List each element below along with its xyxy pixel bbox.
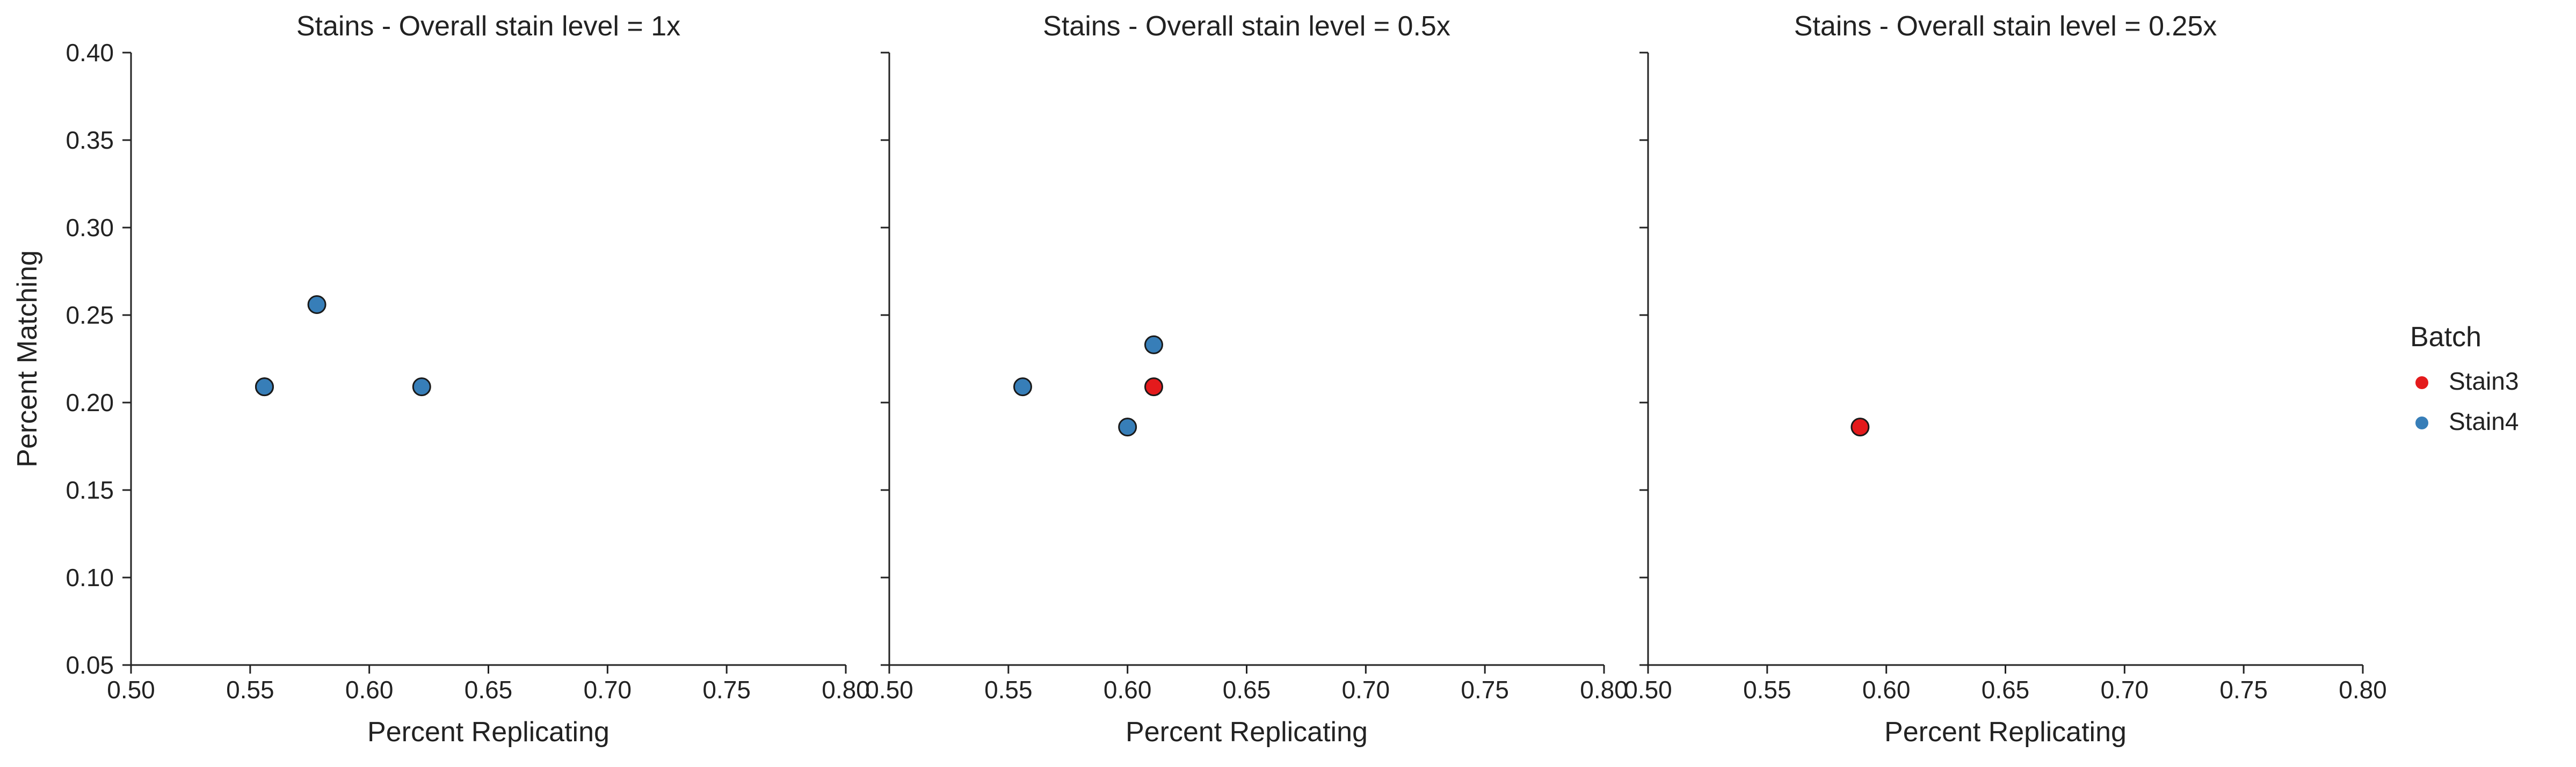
x-axis-label: Percent Replicating	[367, 717, 609, 748]
legend-marker-stain3	[2415, 376, 2428, 389]
x-tick-label: 0.60	[1862, 676, 1911, 704]
x-axis-label: Percent Replicating	[1884, 717, 2127, 748]
x-tick-label: 0.80	[1580, 676, 1628, 704]
x-axis-label: Percent Replicating	[1126, 717, 1368, 748]
x-tick-label: 0.70	[1342, 676, 1390, 704]
y-tick-label: 0.30	[66, 214, 114, 242]
x-tick-label: 0.65	[1982, 676, 2030, 704]
x-tick-label: 0.60	[345, 676, 394, 704]
x-tick-label: 0.55	[226, 676, 274, 704]
data-point-stain4	[1144, 335, 1163, 354]
facet-panel-3: Stains - Overall stain level = 0.25x 0.50…	[1624, 11, 2387, 748]
y-tick-label: 0.35	[66, 126, 114, 154]
data-point-stain4	[1013, 377, 1032, 397]
y-tick-label: 0.20	[66, 389, 114, 417]
legend-marker-stain4	[2415, 417, 2428, 429]
x-tick-label: 0.70	[584, 676, 632, 704]
data-point-stain4	[412, 377, 431, 397]
facet-panel-1: Stains - Overall stain level = 1x 0.50 0.5…	[12, 11, 870, 748]
data-point-stain4	[255, 377, 274, 397]
x-tick-label: 0.65	[1223, 676, 1271, 704]
legend-title: Batch	[2410, 322, 2481, 353]
x-tick-label: 0.75	[2219, 676, 2268, 704]
y-tick-label: 0.05	[66, 651, 114, 679]
legend-label-stain3: Stain3	[2449, 367, 2519, 395]
x-tick-label: 0.55	[984, 676, 1033, 704]
x-tick-label: 0.55	[1743, 676, 1791, 704]
data-point-stain3	[1144, 377, 1163, 397]
x-tick-label: 0.50	[107, 676, 155, 704]
x-tick-label: 0.65	[465, 676, 513, 704]
x-tick-label: 0.80	[822, 676, 870, 704]
x-tick-label: 0.50	[865, 676, 913, 704]
facet-panels: Stains - Overall stain level = 1x 0.50 0.5…	[12, 11, 2387, 748]
x-tick-label: 0.50	[1624, 676, 1672, 704]
y-tick-label: 0.10	[66, 564, 114, 591]
legend-label-stain4: Stain4	[2449, 407, 2519, 435]
x-tick-label: 0.80	[2339, 676, 2387, 704]
y-tick-label: 0.15	[66, 476, 114, 504]
y-axis-label: Percent Matching	[12, 250, 43, 467]
panel-title: Stains - Overall stain level = 1x	[296, 11, 680, 42]
y-tick-label: 0.40	[66, 39, 114, 67]
data-point-stain3	[1851, 418, 1870, 437]
y-tick-label: 0.25	[66, 301, 114, 329]
x-tick-label: 0.75	[1461, 676, 1509, 704]
panel-title: Stains - Overall stain level = 0.5x	[1043, 11, 1450, 42]
legend: Batch Stain3 Stain4	[2410, 322, 2519, 435]
x-tick-label: 0.60	[1104, 676, 1152, 704]
data-point-stain4	[307, 295, 326, 314]
facet-panel-2: Stains - Overall stain level = 0.5x 0.50 0…	[865, 11, 1628, 748]
panel-title: Stains - Overall stain level = 0.25x	[1794, 11, 2217, 42]
x-tick-label: 0.75	[702, 676, 751, 704]
x-tick-label: 0.70	[2101, 676, 2149, 704]
data-point-stain4	[1118, 418, 1137, 437]
